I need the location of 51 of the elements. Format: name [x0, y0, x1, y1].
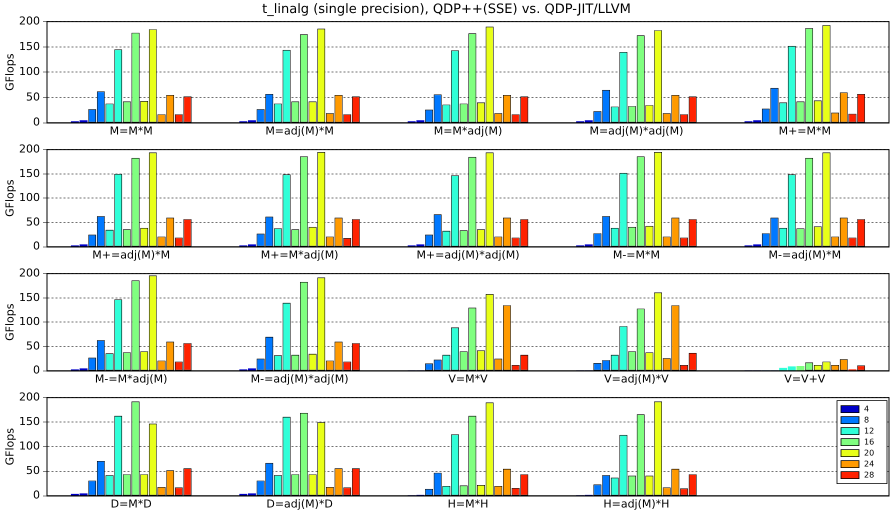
y-tick-label: 50: [26, 90, 40, 104]
chart-title: t_linalg (single precision), QDP++(SSE) vs. QDP-JIT/LLVM: [262, 2, 631, 18]
x-tick-label: M+=adj(M)*M: [92, 248, 170, 262]
legend-label: 20: [864, 448, 874, 458]
x-tick-label: M-=adj(M)*adj(M): [250, 372, 349, 386]
x-tick-label: M+=M*M: [778, 124, 832, 138]
x-tick-label: M=M*M: [110, 124, 153, 138]
y-tick-label: 150: [19, 415, 40, 428]
y-tick-label: 0: [33, 364, 40, 377]
y-tick-label: 0: [33, 240, 40, 253]
y-tick-label: 50: [26, 339, 40, 352]
x-tick-label: M=adj(M)*adj(M): [589, 124, 684, 138]
y-tick-label: 100: [19, 440, 40, 453]
legend-label: 12: [864, 426, 874, 436]
y-tick-label: 150: [19, 40, 40, 53]
y-tick-label: 100: [19, 191, 40, 204]
x-tick-label: H=M*H: [448, 497, 488, 510]
y-tick-label: 50: [26, 215, 40, 228]
y-tick-label: 150: [19, 166, 40, 180]
x-tick-label: M+=M*adj(M): [260, 248, 338, 262]
y-tick-label: 200: [19, 390, 40, 404]
y-tick-label: 150: [19, 290, 40, 304]
x-tick-label: V=V+V: [784, 372, 826, 386]
y-tick-label: 100: [19, 315, 40, 328]
x-tick-label: M-=adj(M)*M: [768, 248, 842, 262]
legend-label: 8: [864, 416, 870, 425]
legend-label: 28: [864, 470, 874, 480]
y-tick-label: 200: [19, 142, 40, 156]
y-axis-title: GFlops: [3, 428, 16, 466]
y-tick-label: 200: [19, 14, 40, 28]
x-tick-label: D=M*D: [110, 497, 152, 510]
legend-label: 16: [864, 438, 874, 447]
y-axis-title: GFlops: [3, 303, 16, 341]
x-tick-label: V=adj(M)*V: [604, 372, 670, 386]
x-tick-label: V=M*V: [448, 372, 488, 386]
x-tick-label: M-=M*adj(M): [94, 372, 168, 386]
x-tick-label: D=adj(M)*D: [266, 497, 333, 510]
y-axis-title: GFlops: [3, 179, 16, 217]
x-tick-label: H=adj(M)*H: [603, 497, 670, 510]
y-tick-label: 0: [33, 488, 40, 502]
y-tick-label: 100: [19, 65, 40, 78]
legend-label: 24: [864, 460, 874, 469]
y-tick-label: 200: [19, 266, 40, 280]
y-axis-title: GFlops: [3, 53, 16, 91]
y-tick-label: 0: [33, 116, 40, 129]
legend-label: 4: [864, 404, 870, 414]
x-tick-label: M+=adj(M)*adj(M): [416, 248, 520, 262]
x-tick-label: M-=M*M: [612, 248, 660, 262]
x-tick-label: M=adj(M)*M: [265, 124, 334, 138]
x-tick-label: M=M*adj(M): [434, 124, 502, 138]
y-tick-label: 50: [26, 464, 40, 478]
